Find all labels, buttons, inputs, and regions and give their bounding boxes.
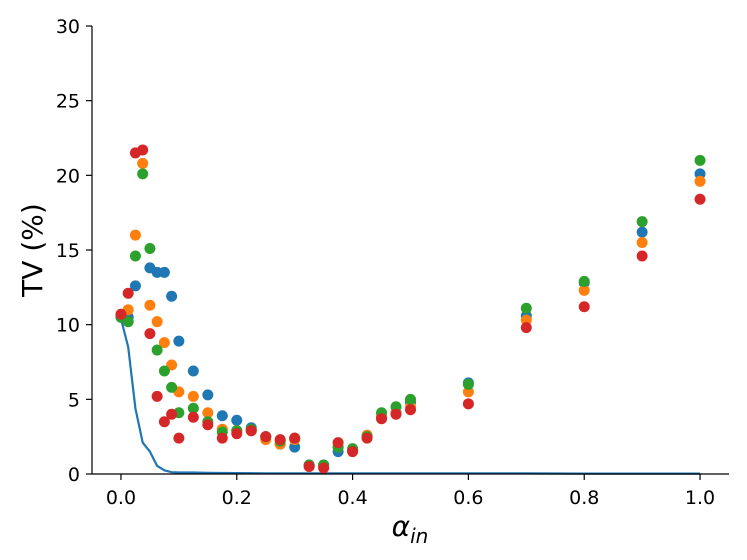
- scatter-point: [158, 337, 170, 349]
- scatter-point: [158, 266, 170, 278]
- scatter-point: [636, 216, 648, 228]
- y-tick-label: 30: [56, 16, 80, 38]
- scatter-point: [173, 432, 185, 444]
- x-axis-label-subscript: in: [410, 524, 428, 548]
- x-axis-label: αin: [392, 510, 429, 548]
- scatter-point: [166, 359, 178, 371]
- scatter-point: [151, 344, 163, 356]
- scatter-point: [144, 328, 156, 340]
- scatter-point: [578, 275, 590, 287]
- scatter-point: [231, 414, 243, 426]
- scatter-point: [520, 322, 532, 334]
- x-tick-label: 0.0: [106, 487, 136, 509]
- scatter-point: [694, 175, 706, 187]
- scatter-point: [158, 416, 170, 428]
- scatter-point: [318, 462, 330, 474]
- scatter-point: [173, 335, 185, 347]
- scatter-point: [187, 365, 199, 377]
- y-tick-label: 5: [68, 389, 80, 411]
- scatter-point: [166, 290, 178, 302]
- scatter-point: [202, 389, 214, 401]
- labels-layer: αin TV (%): [16, 203, 428, 548]
- scatter-point: [289, 432, 301, 444]
- scatter-point: [129, 280, 141, 292]
- scatter-point: [462, 398, 474, 410]
- scatter-point: [245, 425, 257, 437]
- scatter-point: [122, 316, 134, 328]
- y-axis-label: TV (%): [16, 203, 49, 298]
- scatter-point: [166, 381, 178, 393]
- scatter-point: [202, 419, 214, 431]
- x-tick-label: 1.0: [685, 487, 715, 509]
- scatter-point: [376, 413, 388, 425]
- scatter-point: [187, 411, 199, 423]
- scatter-point: [151, 390, 163, 402]
- scatter-point: [303, 461, 315, 473]
- y-tick-label: 15: [56, 240, 80, 262]
- scatter-point: [578, 284, 590, 296]
- scatter-point: [137, 157, 149, 169]
- scatter-point: [166, 408, 178, 420]
- y-tick-label: 10: [56, 315, 80, 337]
- scatter-point: [137, 144, 149, 156]
- x-tick-label: 0.4: [337, 487, 367, 509]
- scatter-point: [636, 226, 648, 238]
- scatter-point: [578, 301, 590, 313]
- scatter-point: [694, 193, 706, 205]
- scatter-point: [405, 393, 416, 405]
- series-layer: [115, 144, 706, 475]
- scatter-point: [231, 428, 243, 440]
- scatter-point: [151, 316, 163, 328]
- scatter-point: [405, 404, 416, 416]
- scatter-point: [390, 408, 402, 420]
- x-axis-label-main: α: [392, 510, 411, 543]
- scatter-point: [347, 446, 359, 458]
- scatter-point: [115, 308, 127, 320]
- scatter-point: [122, 287, 134, 299]
- scatter-point: [636, 250, 648, 262]
- scatter-point: [216, 410, 228, 422]
- x-tick-label: 0.8: [569, 487, 599, 509]
- scatter-point: [260, 431, 272, 443]
- scatter-series-4: [115, 144, 706, 474]
- scatter-point: [332, 437, 344, 449]
- y-tick-label: 20: [56, 165, 80, 187]
- y-tick-label: 25: [56, 91, 80, 113]
- axes-layer: 0 5 10 15 20 25 30 0.0 0.2 0.4 0.6 0.8 1.0: [56, 16, 729, 509]
- scatter-point: [694, 154, 706, 166]
- scatter-point: [144, 243, 156, 255]
- x-tick-label: 0.2: [222, 487, 252, 509]
- scatter-point: [187, 402, 199, 414]
- scatter-point: [636, 237, 648, 249]
- scatter-point: [361, 432, 373, 444]
- scatter-point: [129, 250, 141, 262]
- scatter-point: [202, 407, 214, 419]
- scatter-point: [274, 434, 286, 446]
- scatter-point: [137, 168, 149, 180]
- y-tick-label: 0: [68, 464, 80, 486]
- scatter-point: [216, 432, 228, 444]
- scatter-point: [158, 365, 170, 377]
- scatter-point: [129, 229, 141, 241]
- scatter-point: [520, 302, 532, 314]
- scatter-point: [462, 378, 474, 390]
- scatter-point: [144, 299, 156, 311]
- x-tick-label: 0.6: [453, 487, 483, 509]
- scatter-point: [187, 390, 199, 402]
